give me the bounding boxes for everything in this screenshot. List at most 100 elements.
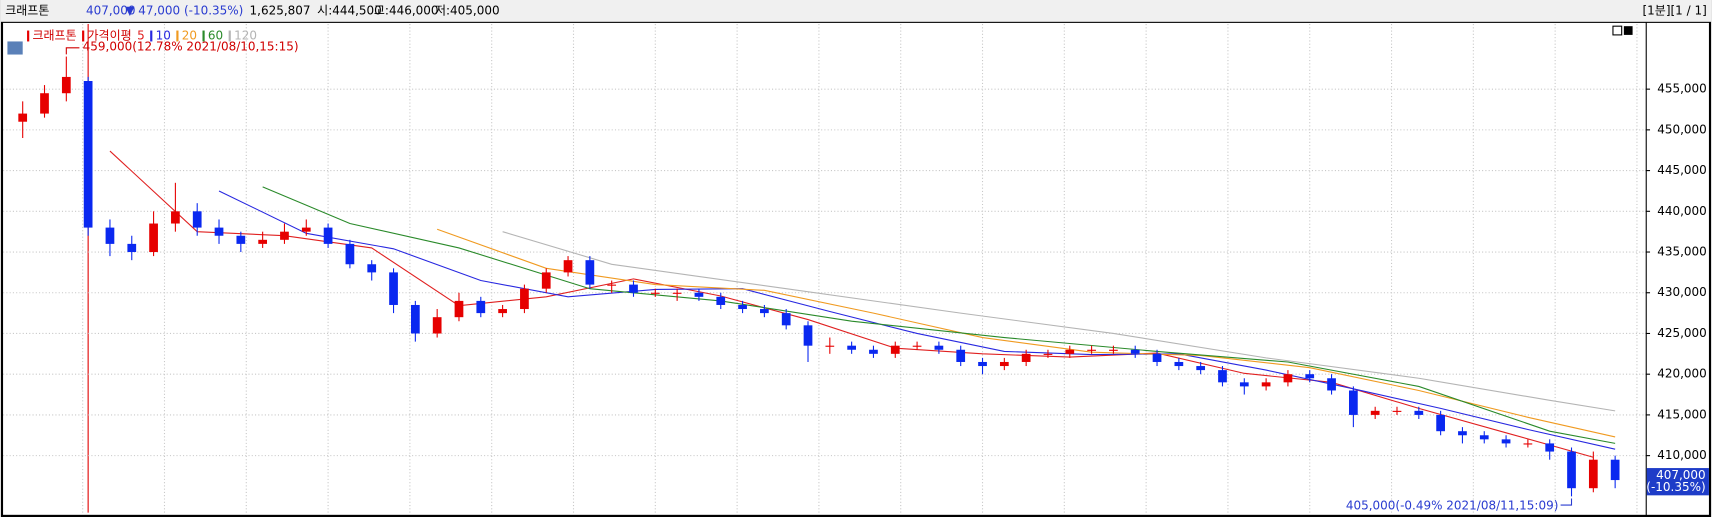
ma-line (218, 190, 1616, 450)
candle-body (83, 81, 93, 228)
candle-body (1392, 410, 1402, 412)
candle-body (149, 223, 158, 253)
candle-body (1305, 374, 1315, 379)
y-tick-label: 435,000 (1657, 245, 1707, 259)
candle-body (934, 345, 944, 350)
candle-body (803, 325, 813, 346)
tool-button[interactable] (7, 41, 23, 55)
y-tick-label: 445,000 (1657, 163, 1707, 177)
legend-swatch (82, 30, 85, 42)
legend-text: 가격이평 (88, 28, 132, 42)
candle-body (1152, 353, 1162, 362)
period[interactable]: [1분][1 / 1] (1642, 3, 1706, 17)
candle-body (1370, 410, 1380, 415)
last-price: 407,000 (1656, 468, 1706, 482)
candle-body (869, 349, 878, 354)
low-price: 저:405,000 (435, 3, 500, 17)
candle-body (825, 345, 835, 347)
candle-body (520, 288, 529, 310)
candle-body (105, 227, 115, 244)
candle-body (541, 272, 551, 289)
high-price: 고:446,000 (374, 3, 439, 17)
candle-body (607, 284, 617, 286)
candle-body (1327, 378, 1336, 391)
price: 407,000 (86, 3, 136, 17)
candle-body (650, 292, 660, 294)
y-tick-label: 450,000 (1657, 122, 1707, 136)
candle-body (498, 309, 507, 314)
candle-body (1610, 459, 1620, 481)
legend-swatch (176, 30, 179, 42)
top-bar (0, 0, 1712, 22)
change: ▼ 47,000 (-10.35%) (125, 3, 243, 17)
candle-body (61, 76, 71, 94)
candle-body (410, 304, 420, 334)
y-tick-label: 420,000 (1657, 367, 1707, 381)
candle-body (563, 260, 573, 273)
candle-body (1130, 349, 1140, 354)
candle-body (40, 93, 49, 114)
legend-text: 60 (208, 28, 223, 42)
candle-body (1501, 439, 1511, 444)
candle-body (890, 345, 900, 354)
candle-body (1414, 410, 1424, 415)
ma-line (502, 231, 1616, 412)
candle-body (280, 231, 289, 240)
candle-body (258, 239, 268, 244)
candle-body (585, 260, 595, 285)
legend-text: 5 (137, 28, 145, 42)
candle-body (1239, 382, 1249, 387)
legend-text: 120 (234, 28, 257, 42)
candle-body (367, 264, 377, 273)
candle-body (1479, 435, 1489, 440)
candle-body (1523, 443, 1533, 445)
candle-body (1436, 414, 1445, 432)
y-tick-label: 410,000 (1657, 448, 1707, 462)
legend-text: 크래프톤 (33, 28, 77, 42)
candle-body (476, 300, 486, 314)
ma-line (109, 150, 1594, 458)
candle-body (1021, 353, 1031, 362)
ma-line (262, 186, 1616, 444)
candle-body (760, 309, 769, 314)
candle-body (978, 361, 987, 367)
candle-body (1174, 361, 1184, 367)
legend-swatch (150, 30, 153, 42)
plot-area (3, 22, 1646, 515)
y-tick-label: 425,000 (1657, 326, 1707, 340)
candle-body (1196, 366, 1206, 371)
y-tick-label: 415,000 (1657, 407, 1707, 421)
y-tick-label: 440,000 (1657, 204, 1707, 218)
candle-body (127, 243, 137, 253)
annotation-arrow (65, 47, 80, 55)
last-price-box (1646, 468, 1709, 496)
candle-body (694, 292, 704, 297)
candle-body (1567, 451, 1576, 489)
close-button[interactable] (1623, 26, 1633, 35)
candle-body (214, 227, 224, 236)
candle-body (738, 304, 747, 310)
volume: 1,625,807 (250, 3, 311, 17)
legend-text: 10 (156, 28, 171, 42)
axis-area (1646, 22, 1709, 515)
candle-body (1283, 374, 1293, 383)
ma-line (436, 228, 1616, 438)
candle-body (1087, 349, 1096, 351)
candle-body (1458, 431, 1467, 436)
candle-body (629, 284, 638, 293)
candle-body (18, 113, 28, 122)
window-button[interactable] (1612, 25, 1623, 36)
last-change: (-10.35%) (1646, 480, 1705, 494)
candle-body (1349, 390, 1358, 415)
y-tick-label: 455,000 (1657, 82, 1707, 96)
candle-body (716, 296, 726, 305)
legend-swatch (228, 30, 231, 42)
candle-body (345, 243, 355, 265)
candle-body (1588, 459, 1598, 489)
candle-body (301, 227, 311, 232)
low-annotation: 405,000(-0.49% 2021/08/11,15:09) (1346, 499, 1559, 513)
candle-body (432, 317, 442, 334)
candle-body (389, 272, 398, 305)
candle-body (1218, 370, 1227, 383)
